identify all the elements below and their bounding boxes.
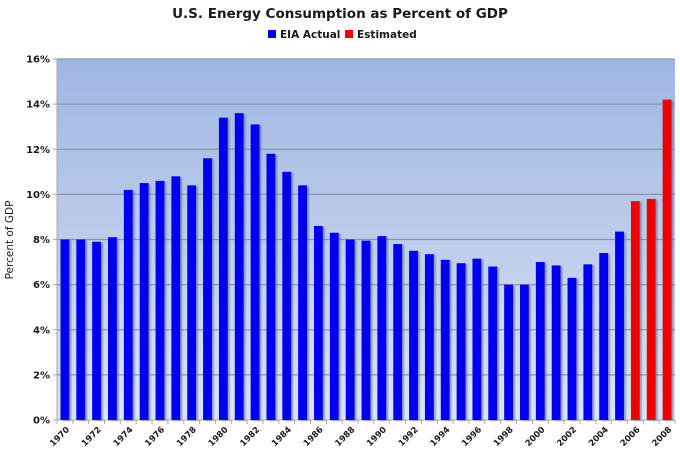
x-tick-label: 2008 [650,425,674,449]
bar-actual-1984 [282,171,292,420]
x-axis-ticks: 1970 1972 1974 1976 1978 1980 1982 1984 1986 1988… [48,420,676,449]
bar-actual-1970 [60,239,70,420]
bar-actual-2001 [551,265,561,420]
bar-actual-1995 [456,263,466,420]
y-tick-label: 2% [33,370,50,381]
x-tick-label: 1984 [270,425,294,449]
x-tick-label: 2002 [555,425,579,449]
y-tick-label: 10% [26,190,50,201]
y-tick-label: 14% [26,100,50,111]
x-tick-label: 1994 [429,425,453,449]
x-tick-label: 1980 [207,425,231,449]
bar-actual-1986 [314,225,323,420]
x-tick-label: 1996 [460,425,484,449]
x-tick-label: 2004 [587,425,611,449]
x-tick-label: 1974 [112,425,136,449]
y-tick-label: 16% [26,55,50,66]
x-tick-label: 1988 [333,425,357,449]
bar-actual-1994 [440,259,450,420]
bar-actual-1993 [424,254,434,420]
bar-actual-1971 [76,239,86,420]
bar-actual-1989 [361,240,371,420]
bar-actual-2000 [535,262,545,420]
bar-actual-1985 [298,185,308,420]
legend-swatch-estimated [345,30,353,38]
y-tick-label: 8% [33,235,50,246]
bar-actual-1982 [250,124,260,421]
x-tick-label: 2000 [524,425,548,449]
x-tick-label: 1990 [365,425,389,449]
bar-actual-2004 [599,253,609,420]
bar-actual-1972 [92,241,102,420]
bar-actual-1980 [218,117,228,420]
bar-actual-1997 [488,266,498,420]
bar-actual-1987 [329,232,339,420]
bar-estimated-2007 [646,198,656,420]
y-tick-label: 12% [26,145,50,156]
bar-actual-1981 [234,113,244,421]
y-axis-label: Percent of GDP [4,201,16,280]
bar-actual-2002 [567,277,577,420]
bar-actual-2005 [615,231,624,420]
x-tick-label: 1970 [48,425,72,449]
x-tick-label: 1972 [80,425,104,449]
bar-actual-1976 [155,180,165,420]
bar-actual-1977 [171,176,181,420]
x-tick-label: 1992 [397,425,421,449]
bar-estimated-2006 [630,201,640,420]
legend-label-estimated: Estimated [357,29,417,41]
x-tick-label: 1978 [175,425,199,449]
bar-actual-1974 [123,189,133,420]
bar-actual-1988 [345,239,355,420]
legend-swatch-actual [268,30,276,38]
bars [60,99,672,421]
bar-actual-1992 [409,250,418,420]
bar-actual-1975 [139,183,149,420]
bar-actual-1979 [203,158,212,420]
y-axis-ticks: 0% 2% 4% 6% 8% 10% 12% 14% 16% [26,55,57,427]
chart-title: U.S. Energy Consumption as Percent of GD… [172,6,508,22]
bar-actual-1996 [472,258,482,420]
y-tick-label: 6% [33,280,50,291]
x-tick-label: 1982 [238,425,262,449]
bar-actual-2003 [583,264,593,420]
y-tick-label: 0% [33,416,50,427]
x-tick-label: 1998 [492,425,516,449]
bar-actual-1998 [504,284,514,420]
x-tick-label: 1986 [302,425,326,449]
y-tick-label: 4% [33,325,50,336]
x-tick-label: 1976 [143,425,167,449]
legend: EIA Actual Estimated [268,29,417,41]
bar-actual-1973 [108,237,117,420]
legend-label-actual: EIA Actual [280,29,340,41]
bar-actual-1991 [393,244,403,420]
bar-estimated-2008 [662,99,672,421]
x-tick-label: 2006 [619,425,643,449]
bar-actual-1990 [377,236,387,420]
bar-actual-1983 [266,153,276,420]
bar-actual-1978 [187,185,197,420]
bar-actual-1999 [520,284,529,420]
